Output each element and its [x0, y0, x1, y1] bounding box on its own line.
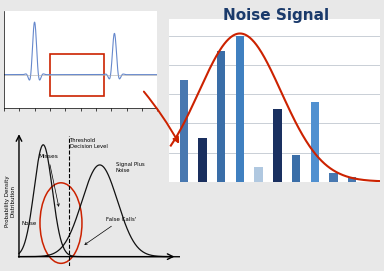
- Text: Noise: Noise: [22, 221, 37, 226]
- Bar: [199, 138, 207, 182]
- Bar: [180, 80, 188, 182]
- Text: Signal Plus
Noise: Signal Plus Noise: [116, 162, 145, 173]
- Bar: [255, 167, 263, 182]
- Text: Noise Signal: Noise Signal: [223, 8, 329, 23]
- Text: Misses: Misses: [38, 154, 59, 206]
- Bar: [236, 36, 244, 182]
- Bar: [50, 54, 104, 96]
- Text: False Calls': False Calls': [85, 217, 136, 244]
- Bar: [348, 177, 356, 182]
- Bar: [311, 102, 319, 182]
- Bar: [273, 109, 281, 182]
- Bar: [292, 156, 300, 182]
- Bar: [217, 51, 225, 182]
- Text: Threshold
Decision Level: Threshold Decision Level: [70, 138, 108, 149]
- Bar: [329, 173, 338, 182]
- Text: Probability Density
Distribution: Probability Density Distribution: [5, 175, 15, 227]
